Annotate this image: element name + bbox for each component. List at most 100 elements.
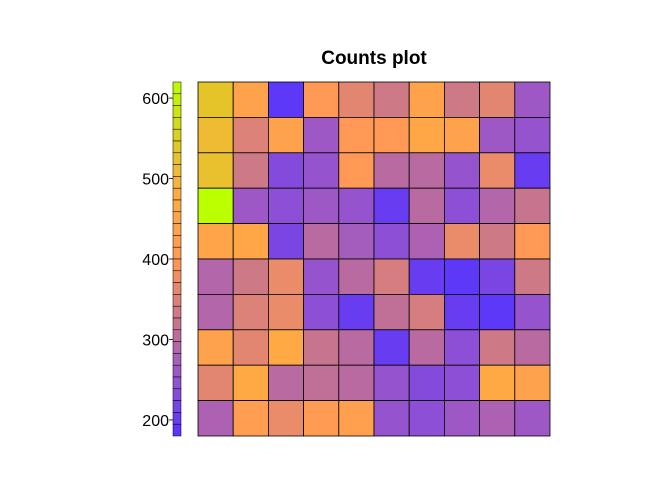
heatmap-cell-r1-c2 xyxy=(267,117,304,154)
heatmap-cell-r5-c3 xyxy=(303,258,340,295)
heatmap-cell-r5-c8 xyxy=(479,258,516,295)
heatmap-cell-r7-c5 xyxy=(373,329,410,366)
heatmap-cell-r6-c3 xyxy=(303,293,340,331)
heatmap-cell-r3-c3 xyxy=(303,187,340,224)
heatmap-cell-r2-c4 xyxy=(338,152,375,189)
heatmap-cell-r0-c3 xyxy=(303,81,340,118)
heatmap-cell-r2-c1 xyxy=(232,152,269,189)
heatmap-cell-r8-c1 xyxy=(232,364,269,402)
heatmap-cell-r3-c5 xyxy=(373,187,410,224)
color-scale-segment xyxy=(172,412,182,425)
color-scale-segment xyxy=(172,199,182,213)
heatmap-cell-r6-c1 xyxy=(232,293,269,331)
heatmap-cell-r3-c4 xyxy=(338,187,375,224)
heatmap-cell-r2-c8 xyxy=(479,152,516,189)
color-scale-segment xyxy=(172,305,182,319)
color-scale-segment xyxy=(172,164,182,177)
heatmap-cell-r7-c3 xyxy=(303,329,340,366)
heatmap-cell-r0-c0 xyxy=(197,81,234,118)
heatmap-cell-r1-c6 xyxy=(408,117,445,154)
color-scale-segment xyxy=(172,211,182,224)
heatmap-cell-r7-c8 xyxy=(479,329,516,366)
heatmap-cell-r9-c8 xyxy=(479,400,516,437)
color-scale-segment xyxy=(172,176,182,189)
heatmap-cell-r3-c7 xyxy=(443,187,480,224)
heatmap-cell-r4-c3 xyxy=(303,223,340,260)
heatmap-cell-r5-c7 xyxy=(443,258,480,295)
heatmap-cell-r2-c2 xyxy=(267,152,304,189)
heatmap-cell-r7-c7 xyxy=(443,329,480,366)
heatmap-cell-r3-c6 xyxy=(408,187,445,224)
color-scale-segment xyxy=(172,364,182,378)
color-scale-segment xyxy=(172,152,182,165)
color-scale-segment xyxy=(172,376,182,390)
heatmap-cell-r4-c7 xyxy=(443,223,480,260)
color-scale-segment xyxy=(172,140,182,154)
heatmap-cell-r6-c4 xyxy=(338,293,375,331)
color-scale-tick-label: 400 xyxy=(142,252,169,269)
heatmap-cell-r2-c6 xyxy=(408,152,445,189)
heatmap-cell-r0-c2 xyxy=(267,81,304,118)
heatmap-cell-r2-c9 xyxy=(514,152,551,189)
heatmap-cell-r7-c1 xyxy=(232,329,269,366)
heatmap-cell-r9-c5 xyxy=(373,400,410,437)
heatmap-cells xyxy=(197,81,551,437)
heatmap-cell-r1-c5 xyxy=(373,117,410,154)
heatmap-cell-r9-c4 xyxy=(338,400,375,437)
heatmap-cell-r5-c6 xyxy=(408,258,445,295)
color-scale-tick-labels: 200 300 400 500 600 xyxy=(142,91,173,430)
heatmap-cell-r6-c9 xyxy=(514,293,551,331)
heatmap-cell-r3-c9 xyxy=(514,187,551,224)
color-scale-segment xyxy=(172,187,182,201)
heatmap-cell-r8-c5 xyxy=(373,364,410,402)
heatmap-cell-r7-c6 xyxy=(408,329,445,366)
color-scale-segment xyxy=(172,223,182,236)
heatmap-cell-r7-c2 xyxy=(267,329,304,366)
heatmap-cell-r7-c0 xyxy=(197,329,234,366)
color-scale-segment xyxy=(172,423,182,437)
color-scale-tick-label: 200 xyxy=(142,413,169,430)
heatmap-cell-r0-c8 xyxy=(479,81,516,118)
heatmap-cell-r9-c1 xyxy=(232,400,269,437)
heatmap-cell-r8-c6 xyxy=(408,364,445,402)
heatmap-cell-r8-c8 xyxy=(479,364,516,402)
heatmap-cell-r5-c9 xyxy=(514,258,551,295)
heatmap-cell-r6-c2 xyxy=(267,293,304,331)
heatmap-cell-r4-c6 xyxy=(408,223,445,260)
heatmap-cell-r6-c5 xyxy=(373,293,410,331)
heatmap-cell-r3-c2 xyxy=(267,187,304,224)
heatmap-cell-r8-c0 xyxy=(197,364,234,402)
heatmap-cell-r0-c5 xyxy=(373,81,410,118)
heatmap-cell-r5-c0 xyxy=(197,258,234,295)
heatmap-cell-r3-c1 xyxy=(232,187,269,224)
color-scale-tick-label: 300 xyxy=(142,332,169,349)
heatmap-cell-r7-c9 xyxy=(514,329,551,366)
heatmap-cell-r6-c8 xyxy=(479,293,516,331)
color-scale-segment xyxy=(172,388,182,401)
heatmap-cell-r8-c7 xyxy=(443,364,480,402)
heatmap-cell-r9-c3 xyxy=(303,400,340,437)
color-scale-tick-label: 600 xyxy=(142,91,169,108)
heatmap-cell-r1-c4 xyxy=(338,117,375,154)
heatmap-cell-r8-c9 xyxy=(514,364,551,402)
heatmap-cell-r2-c5 xyxy=(373,152,410,189)
color-scale-segment xyxy=(172,93,182,106)
heatmap-cell-r0-c1 xyxy=(232,81,269,118)
heatmap-cell-r8-c4 xyxy=(338,364,375,402)
heatmap-cell-r4-c4 xyxy=(338,223,375,260)
heatmap-cell-r0-c9 xyxy=(514,81,551,118)
heatmap-cell-r1-c9 xyxy=(514,117,551,154)
heatmap-cell-r8-c2 xyxy=(267,364,304,402)
color-scale-segment xyxy=(172,246,182,260)
heatmap-cell-r1-c8 xyxy=(479,117,516,154)
heatmap-cell-r9-c2 xyxy=(267,400,304,437)
heatmap-cell-r4-c8 xyxy=(479,223,516,260)
color-scale-segment xyxy=(172,282,182,295)
color-scale-segment xyxy=(172,258,182,272)
heatmap-cell-r8-c3 xyxy=(303,364,340,402)
heatmap-cell-r5-c5 xyxy=(373,258,410,295)
color-scale-segment xyxy=(172,105,182,118)
color-scale-segment xyxy=(172,128,182,142)
heatmap-cell-r9-c7 xyxy=(443,400,480,437)
heatmap-cell-r2-c3 xyxy=(303,152,340,189)
